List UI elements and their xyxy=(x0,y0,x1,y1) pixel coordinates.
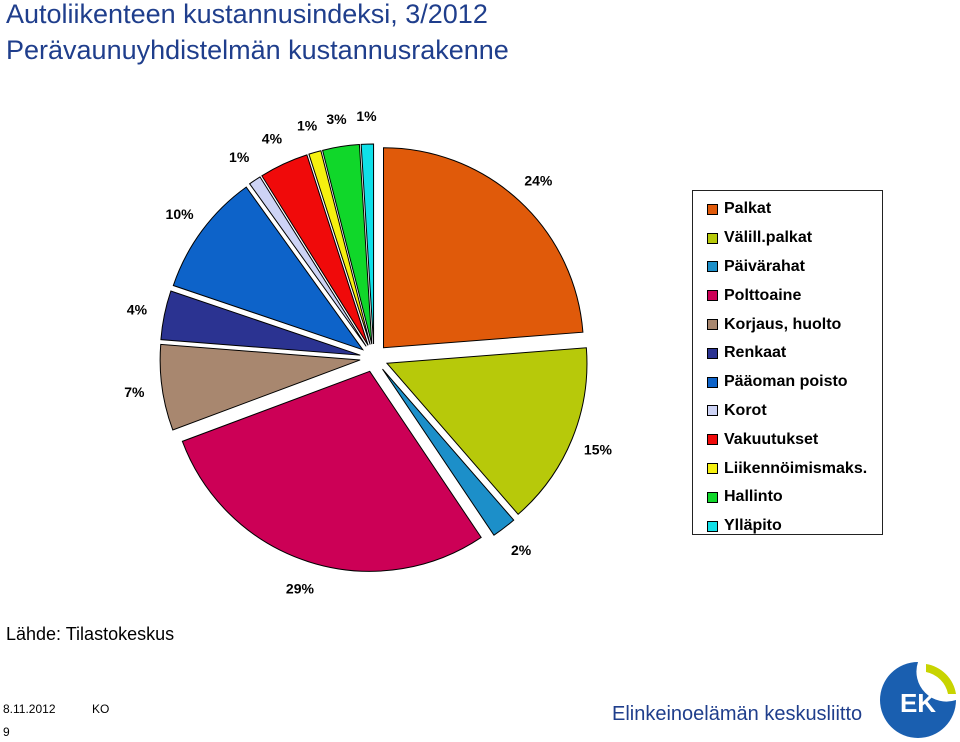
legend-swatch-1 xyxy=(707,232,718,244)
legend-item-3: Polttoaine xyxy=(693,281,882,310)
page-number: 9 xyxy=(3,725,10,739)
slice-label-7: 1% xyxy=(229,149,250,165)
pie-slice-11 xyxy=(360,143,375,345)
pie-chart: 24% 15% 2% 29% 7% 4% 10% 1% 4% 1% 3% 1% xyxy=(124,108,613,596)
legend-label-4: Korjaus, huolto xyxy=(724,315,842,333)
logo-swoosh-green xyxy=(926,664,956,694)
pie-slice-6 xyxy=(172,186,365,351)
legend-item-9: Liikennöimismaks. xyxy=(693,454,882,483)
slice-label-9: 1% xyxy=(297,117,318,133)
legend-label-7: Korot xyxy=(724,401,767,419)
pie-slice-3 xyxy=(181,370,482,572)
legend-item-5: Renkaat xyxy=(693,339,882,368)
page-title: Autoliikenteen kustannusindeksi, 3/2012 xyxy=(6,0,488,29)
legend-swatch-8 xyxy=(707,434,718,446)
legend-swatch-10 xyxy=(707,491,718,503)
ek-logo: EK xyxy=(880,662,956,738)
slice-label-2: 2% xyxy=(511,542,532,558)
legend-label-1: Välill.palkat xyxy=(724,229,813,247)
organization-name: Elinkeinoelämän keskusliitto xyxy=(612,703,863,725)
slice-label-3: 29% xyxy=(286,580,315,596)
legend-swatch-9 xyxy=(707,463,718,475)
footer-author: KO xyxy=(92,702,110,716)
legend-swatch-3 xyxy=(707,290,718,302)
legend-label-10: Hallinto xyxy=(724,488,783,506)
legend-item-10: Hallinto xyxy=(693,483,882,512)
slice-label-4: 7% xyxy=(124,384,145,400)
footer-date: 8.11.2012 xyxy=(3,702,56,716)
legend-label-6: Pääoman poisto xyxy=(724,373,848,391)
pie-slice-1 xyxy=(385,347,588,515)
legend-swatch-7 xyxy=(707,405,718,417)
pie-slice-8 xyxy=(261,154,369,346)
legend-swatch-2 xyxy=(707,261,718,273)
pie-slice-7 xyxy=(248,176,367,347)
legend-swatch-5 xyxy=(707,347,718,359)
legend-item-6: Pääoman poisto xyxy=(693,368,882,397)
legend-label-11: Ylläpito xyxy=(724,517,782,535)
slice-label-8: 4% xyxy=(262,131,283,147)
legend-item-0: Palkat xyxy=(693,195,882,224)
chart-legend: Palkat Välill.palkat Päivärahat Polttoaine K… xyxy=(692,190,883,535)
slice-label-10: 3% xyxy=(326,111,347,127)
legend-item-4: Korjaus, huolto xyxy=(693,310,882,339)
legend-swatch-4 xyxy=(707,319,718,331)
legend-swatch-11 xyxy=(707,520,718,532)
pie-slice-2 xyxy=(382,368,515,536)
legend-item-2: Päivärahat xyxy=(693,253,882,282)
slice-label-5: 4% xyxy=(127,301,148,317)
legend-item-1: Välill.palkat xyxy=(693,224,882,253)
source-note: Lähde: Tilastokeskus xyxy=(6,624,175,644)
logo-text: EK xyxy=(900,688,936,718)
slice-label-11: 1% xyxy=(356,108,377,124)
legend-swatch-0 xyxy=(707,203,718,215)
legend-label-5: Renkaat xyxy=(724,344,787,362)
legend-label-0: Palkat xyxy=(724,200,772,218)
chart-subtitle: Perävaunuyhdistelmän kustannusrakenne xyxy=(6,35,509,65)
legend-label-2: Päivärahat xyxy=(724,257,805,275)
legend-label-8: Vakuutukset xyxy=(724,430,819,448)
legend-swatch-6 xyxy=(707,376,718,388)
slice-label-6: 10% xyxy=(166,206,195,222)
legend-item-11: Ylläpito xyxy=(693,512,882,541)
pie-slice-0 xyxy=(383,147,584,349)
legend-item-7: Korot xyxy=(693,397,882,426)
legend-label-9: Liikennöimismaks. xyxy=(724,459,868,477)
legend-item-8: Vakuutukset xyxy=(693,425,882,454)
pie-slice-10 xyxy=(321,144,373,345)
slice-label-1: 15% xyxy=(584,442,613,458)
legend-label-3: Polttoaine xyxy=(724,286,802,304)
slice-label-0: 24% xyxy=(524,172,553,188)
logo-swoosh-blue xyxy=(880,662,956,738)
pie-slice-4 xyxy=(159,343,361,431)
pie-slice-5 xyxy=(160,290,361,356)
pie-slice-9 xyxy=(308,150,371,345)
